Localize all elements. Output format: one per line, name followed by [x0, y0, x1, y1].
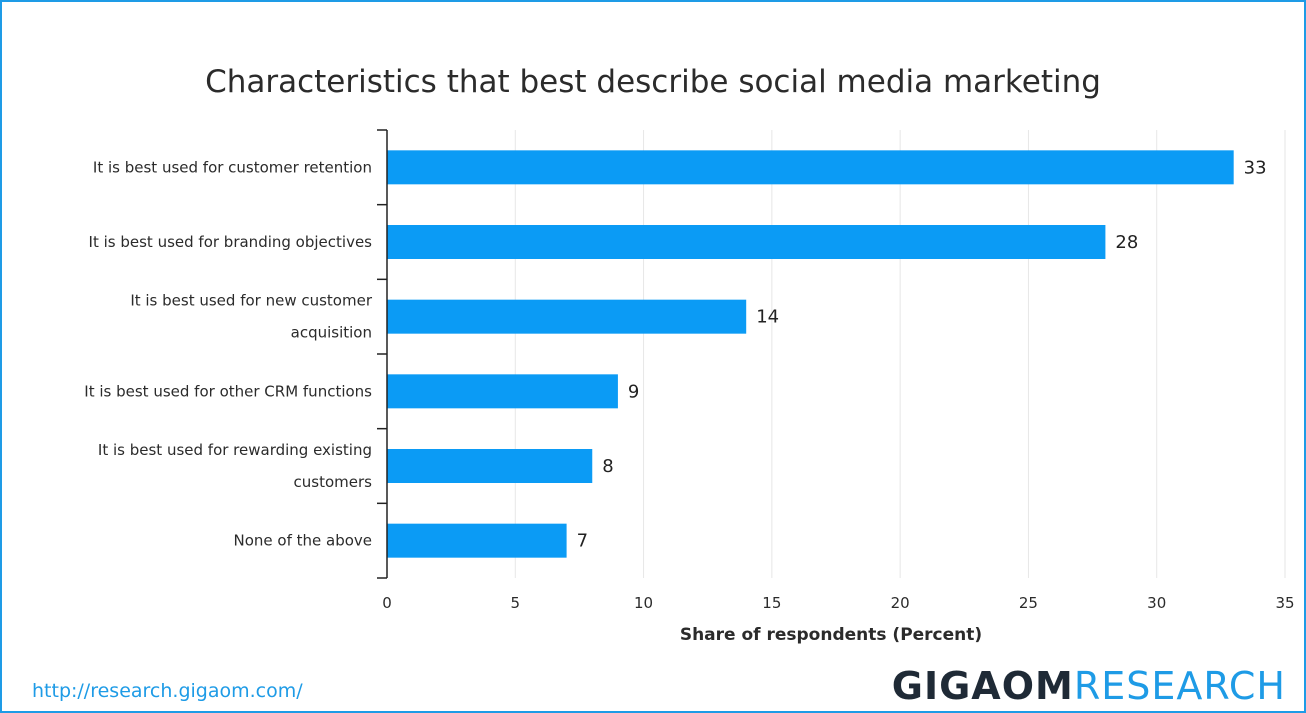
category-label: It is best used for customer retention [93, 158, 372, 176]
bar [387, 225, 1106, 259]
brand-logo-light: RESEARCH [1073, 664, 1286, 708]
category-label: It is best used for new customer [130, 292, 373, 310]
x-tick-label: 10 [634, 594, 653, 612]
x-tick-label: 0 [382, 594, 392, 612]
x-tick-label: 15 [762, 594, 781, 612]
bar [387, 150, 1234, 185]
category-label: acquisition [291, 324, 372, 342]
category-label: It is best used for branding objectives [89, 233, 373, 251]
category-label: It is best used for rewarding existing [98, 441, 372, 459]
data-label: 33 [1244, 157, 1267, 178]
bar [387, 523, 567, 558]
category-label: None of the above [233, 532, 372, 550]
x-tick-label: 20 [891, 594, 910, 612]
data-label: 7 [577, 531, 588, 552]
data-label: 28 [1115, 232, 1138, 253]
brand-logo: GIGAOMRESEARCH [892, 666, 1286, 706]
data-label: 14 [756, 307, 779, 328]
x-tick-label: 25 [1019, 594, 1038, 612]
category-label: It is best used for other CRM functions [84, 382, 372, 400]
chart-title: Characteristics that best describe socia… [205, 64, 1101, 100]
bar [387, 449, 593, 483]
source-link[interactable]: http://research.gigaom.com/ [32, 680, 303, 702]
brand-logo-bold: GIGAOM [891, 664, 1074, 708]
data-label: 8 [602, 456, 613, 477]
x-tick-label: 35 [1275, 594, 1294, 612]
category-label: customers [294, 473, 373, 491]
x-axis-title: Share of respondents (Percent) [680, 625, 982, 645]
x-tick-label: 5 [511, 594, 521, 612]
data-label: 9 [628, 381, 639, 402]
bar [387, 299, 747, 334]
bar [387, 374, 618, 409]
x-tick-label: 30 [1147, 594, 1166, 612]
